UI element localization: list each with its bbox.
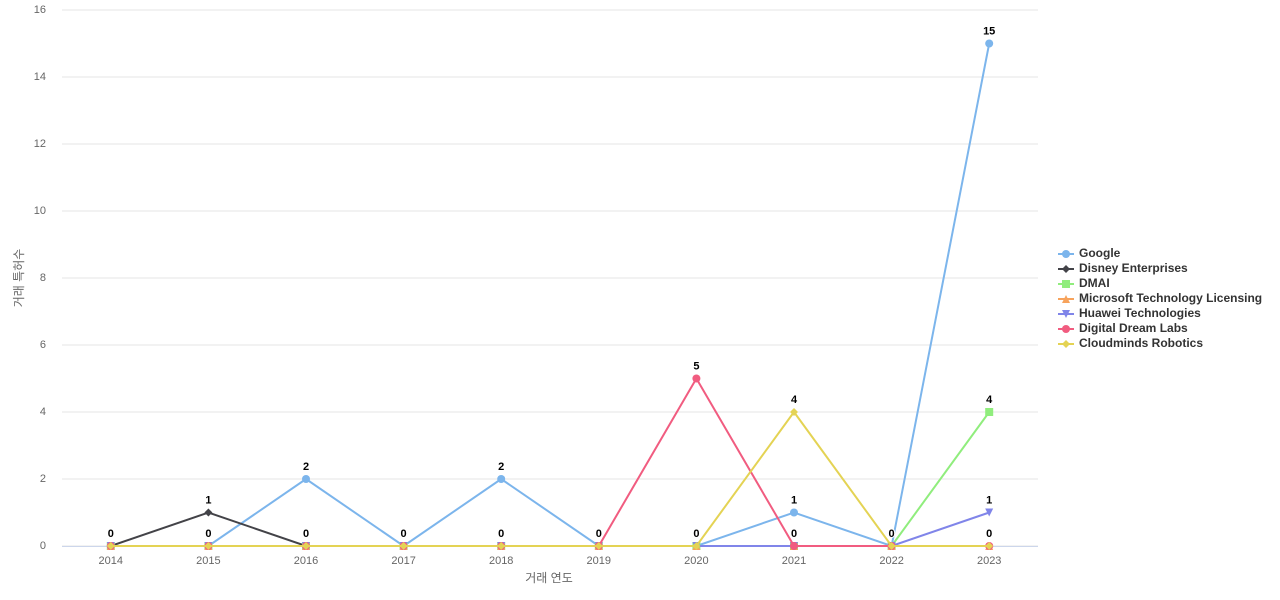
point xyxy=(790,542,798,550)
y-axis-title: 거래 특허수 xyxy=(12,249,26,308)
data-label: 2 xyxy=(498,461,504,473)
legend-label: DMAI xyxy=(1079,276,1110,290)
point xyxy=(497,542,506,550)
point xyxy=(594,542,603,550)
data-label: 0 xyxy=(889,528,895,540)
data-label: 5 xyxy=(693,360,699,372)
y-tick-label: 12 xyxy=(34,138,46,150)
legend-label: Digital Dream Labs xyxy=(1079,321,1188,335)
data-label: 1 xyxy=(205,494,211,506)
x-tick-label: 2021 xyxy=(782,555,806,567)
point xyxy=(985,39,994,48)
data-label: 0 xyxy=(693,528,699,540)
point xyxy=(106,542,115,550)
data-label: 1 xyxy=(986,494,992,506)
point xyxy=(985,408,994,416)
data-label: 0 xyxy=(498,528,504,540)
point xyxy=(497,475,506,483)
x-tick-label: 2018 xyxy=(489,555,513,567)
data-label: 0 xyxy=(401,528,407,540)
data-label: 0 xyxy=(596,528,602,540)
point xyxy=(692,374,701,383)
point xyxy=(790,408,798,416)
data-label: 0 xyxy=(791,528,797,540)
x-tick-label: 2022 xyxy=(879,555,903,567)
point xyxy=(302,475,310,483)
legend-marker xyxy=(1062,310,1070,318)
x-tick-label: 2023 xyxy=(977,555,1001,567)
point xyxy=(790,508,798,517)
series-line xyxy=(110,376,990,547)
y-tick-label: 2 xyxy=(40,473,46,485)
x-tick-label: 2016 xyxy=(294,555,318,567)
legend-label: Google xyxy=(1079,246,1121,260)
x-axis-title: 거래 연도 xyxy=(525,571,573,585)
data-label: 0 xyxy=(303,528,309,540)
point xyxy=(302,542,310,550)
x-tick-label: 2017 xyxy=(391,555,415,567)
point xyxy=(692,542,701,550)
x-tick-label: 2015 xyxy=(196,555,220,567)
data-label: 4 xyxy=(791,394,798,406)
y-tick-label: 6 xyxy=(40,339,46,351)
legend-marker xyxy=(1062,325,1070,333)
legend-marker xyxy=(1062,340,1070,348)
legend-marker xyxy=(1062,280,1070,288)
legend-marker xyxy=(1062,250,1070,258)
point xyxy=(399,542,408,550)
y-tick-label: 0 xyxy=(40,540,46,552)
y-tick-label: 8 xyxy=(40,272,46,284)
series-line xyxy=(110,43,991,548)
data-label: 2 xyxy=(303,461,309,473)
y-tick-label: 14 xyxy=(34,71,46,83)
point xyxy=(985,542,994,550)
point xyxy=(985,508,994,517)
data-label: 15 xyxy=(983,25,995,37)
legend-label: Cloudminds Robotics xyxy=(1079,336,1203,350)
series-line xyxy=(110,511,990,547)
data-label: 0 xyxy=(205,528,211,540)
legend-label: Huawei Technologies xyxy=(1079,306,1201,320)
data-label: 0 xyxy=(108,528,114,540)
y-tick-label: 10 xyxy=(34,205,46,217)
x-tick-label: 2020 xyxy=(684,555,708,567)
data-label: 4 xyxy=(986,394,993,406)
legend-marker xyxy=(1062,295,1070,303)
series-line xyxy=(110,410,990,547)
y-tick-label: 16 xyxy=(34,4,46,16)
x-tick-label: 2014 xyxy=(99,555,123,567)
point xyxy=(887,542,896,550)
data-label: 1 xyxy=(791,494,797,506)
point xyxy=(204,508,213,517)
legend-label: Microsoft Technology Licensing xyxy=(1079,291,1262,305)
legend-label: Disney Enterprises xyxy=(1079,261,1188,275)
legend-marker xyxy=(1062,265,1070,273)
y-tick-label: 4 xyxy=(40,406,46,418)
series-line xyxy=(110,511,990,547)
x-tick-label: 2019 xyxy=(587,555,611,567)
data-label: 0 xyxy=(986,528,992,540)
point xyxy=(204,542,213,550)
